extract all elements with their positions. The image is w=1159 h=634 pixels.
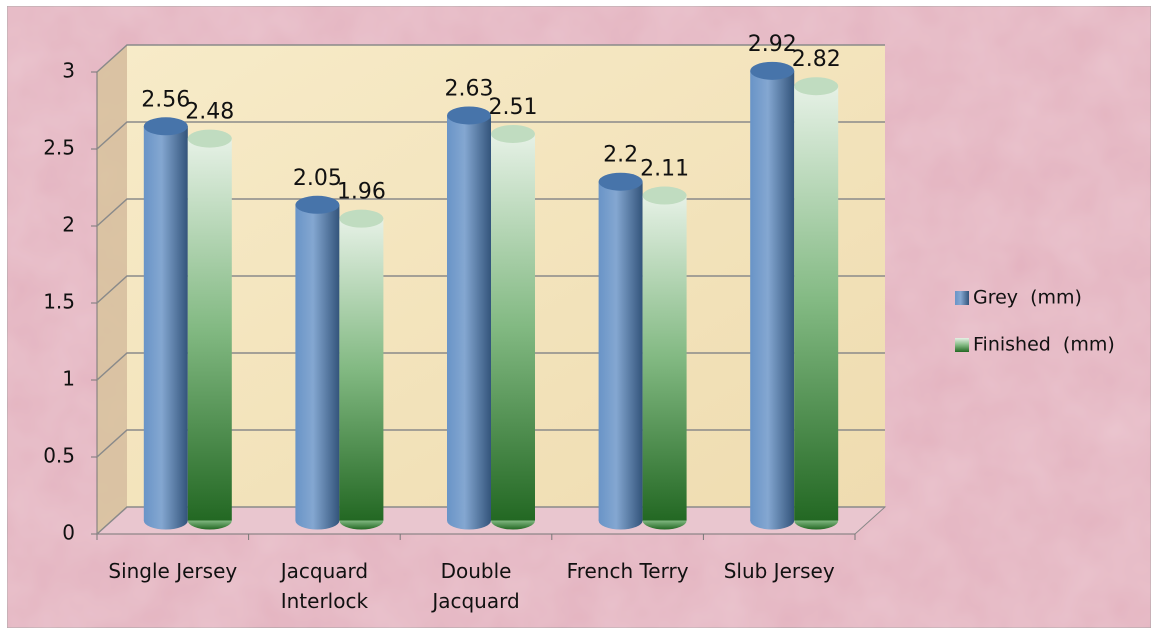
- x-tick-label: French Terry: [567, 559, 689, 583]
- bar-body: [295, 204, 340, 521]
- data-label: 2.56: [141, 87, 190, 112]
- y-tick-label: 1.5: [43, 290, 75, 314]
- bar-body: [143, 126, 188, 521]
- data-label: 2.82: [792, 47, 841, 72]
- bar-top: [794, 77, 839, 96]
- bar-body: [750, 70, 795, 521]
- y-tick-label: 2.5: [43, 136, 75, 160]
- y-tick-label: 0.5: [43, 444, 75, 468]
- x-tick-label: Jacquard Interlock: [279, 559, 369, 613]
- bar: [750, 61, 795, 530]
- x-tick-label: Slub Jersey: [724, 559, 835, 583]
- bar-top: [143, 117, 188, 136]
- data-label: 2.48: [185, 100, 234, 125]
- legend-label: Grey (mm): [973, 287, 1082, 309]
- bar-top: [295, 195, 340, 214]
- bar: [143, 117, 188, 530]
- data-label: 2.63: [445, 76, 494, 101]
- data-label: 2.05: [293, 166, 342, 191]
- data-label: 2.2: [603, 143, 638, 168]
- bar-top: [750, 61, 795, 80]
- bar: [447, 106, 491, 530]
- bar-body: [447, 115, 491, 521]
- bar: [295, 195, 340, 530]
- x-tick-label: Single Jersey: [108, 559, 237, 583]
- bar-top: [187, 129, 232, 148]
- bar-body: [187, 138, 232, 521]
- data-label: 2.51: [489, 95, 538, 120]
- bar-top: [491, 124, 535, 143]
- y-tick-label: 1: [62, 367, 75, 391]
- bar-body: [491, 133, 535, 521]
- bar-body: [598, 181, 643, 521]
- x-tick-label: Double Jacquard: [430, 559, 519, 613]
- grid-line: [96, 44, 885, 73]
- y-tick-label: 3: [62, 59, 75, 83]
- y-tick-label: 0: [62, 521, 75, 545]
- bar: [339, 209, 384, 530]
- bar-top: [447, 106, 491, 125]
- bar-top: [642, 186, 687, 205]
- bar-body: [794, 86, 839, 521]
- legend-swatch: [955, 338, 969, 352]
- legend-label: Finished (mm): [973, 334, 1115, 356]
- bar: [642, 186, 687, 530]
- bar-body: [642, 195, 687, 521]
- data-label: 2.11: [640, 157, 689, 182]
- legend-swatch: [955, 291, 969, 305]
- bar: [187, 129, 232, 530]
- y-tick-label: 2: [62, 213, 75, 237]
- bar-top: [598, 172, 643, 191]
- bar: [598, 172, 643, 530]
- bar: [794, 77, 839, 530]
- bar-body: [339, 218, 384, 521]
- bar: [491, 124, 535, 530]
- data-label: 2.92: [748, 32, 797, 57]
- data-label: 1.96: [337, 180, 386, 205]
- grid-line: [96, 121, 885, 150]
- bar-top: [339, 209, 384, 228]
